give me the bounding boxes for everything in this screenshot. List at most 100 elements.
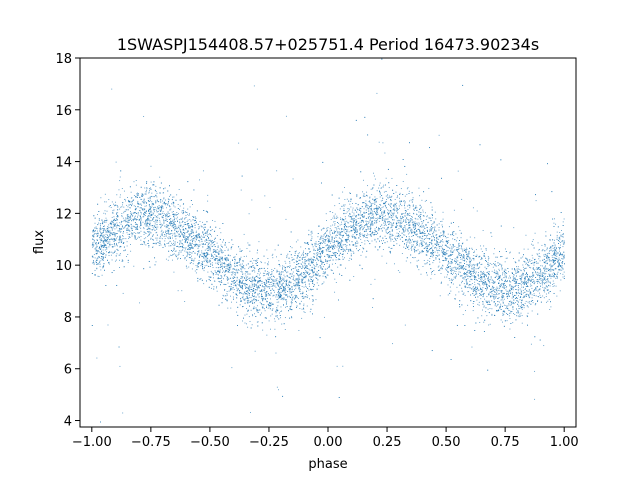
data-point [520,270,522,272]
data-point [180,251,182,253]
data-point [176,194,178,196]
data-point [319,249,321,251]
data-point [418,259,420,261]
data-point [534,289,535,291]
data-point [261,280,263,282]
data-point [520,289,522,291]
data-point [493,298,495,300]
data-point [108,206,110,208]
data-point [488,324,490,326]
data-point [270,278,272,280]
data-point [521,274,523,276]
data-point [108,261,110,263]
data-point [293,283,295,285]
data-point [524,268,525,270]
data-point [428,187,430,189]
data-point [529,276,531,278]
data-point [408,190,410,192]
data-point [287,266,289,267]
data-point [352,203,353,204]
data-point [298,277,300,279]
data-point [295,296,297,298]
data-point [122,204,123,206]
data-point [190,257,192,259]
data-point [532,262,534,264]
data-point [145,220,146,222]
data-point [399,271,401,273]
data-point [393,263,395,265]
data-point [392,213,394,215]
data-point [416,234,418,236]
data-point [541,282,543,284]
data-point [438,229,440,231]
data-point [312,256,314,258]
data-point [265,293,267,295]
data-point [504,280,506,282]
data-point [262,272,264,274]
data-point [187,223,188,225]
data-point [537,280,539,282]
data-point [541,272,543,274]
data-point [127,199,129,201]
data-point [371,220,373,222]
data-point [408,248,410,250]
data-point [120,223,122,225]
data-point [398,236,400,238]
data-point [229,255,231,257]
data-point [553,285,555,287]
data-point [316,257,317,259]
data-point [302,277,304,279]
data-point [232,292,234,294]
data-point [477,303,479,305]
data-point [290,301,292,303]
data-point [114,245,116,247]
data-point [130,191,132,193]
data-point [556,236,558,238]
data-point [167,204,169,206]
data-point [452,269,454,271]
data-point [269,294,271,296]
data-point [125,200,126,202]
data-point [212,252,214,253]
data-point [518,259,520,261]
data-point [158,217,160,219]
data-point [320,266,322,268]
data-point [425,246,427,248]
data-point [123,210,125,212]
data-point [279,287,281,289]
data-point [213,249,215,251]
data-point [533,269,535,270]
data-point [201,250,203,252]
data-point [174,232,176,234]
data-point [198,260,200,261]
data-point [559,290,561,292]
data-point [266,300,268,302]
data-point [444,252,446,254]
data-point [554,251,556,253]
data-point [315,246,317,248]
data-point [179,246,181,247]
data-point [409,220,411,222]
data-point [327,227,329,228]
data-point [236,283,238,285]
data-point [365,205,367,207]
data-point [99,226,101,228]
data-point [171,225,173,227]
data-point [177,290,179,292]
data-point [519,283,521,285]
data-point [298,278,300,280]
data-point [272,253,274,255]
data-point [409,200,411,202]
data-point [553,260,555,262]
data-point [419,215,421,217]
data-point [531,275,532,277]
data-point [542,280,544,282]
data-point [116,253,118,255]
data-point [401,214,403,215]
data-point [222,241,224,243]
data-point [192,238,194,240]
data-point [537,271,538,273]
data-point [498,282,500,284]
data-point [254,350,256,352]
data-point [344,250,346,252]
